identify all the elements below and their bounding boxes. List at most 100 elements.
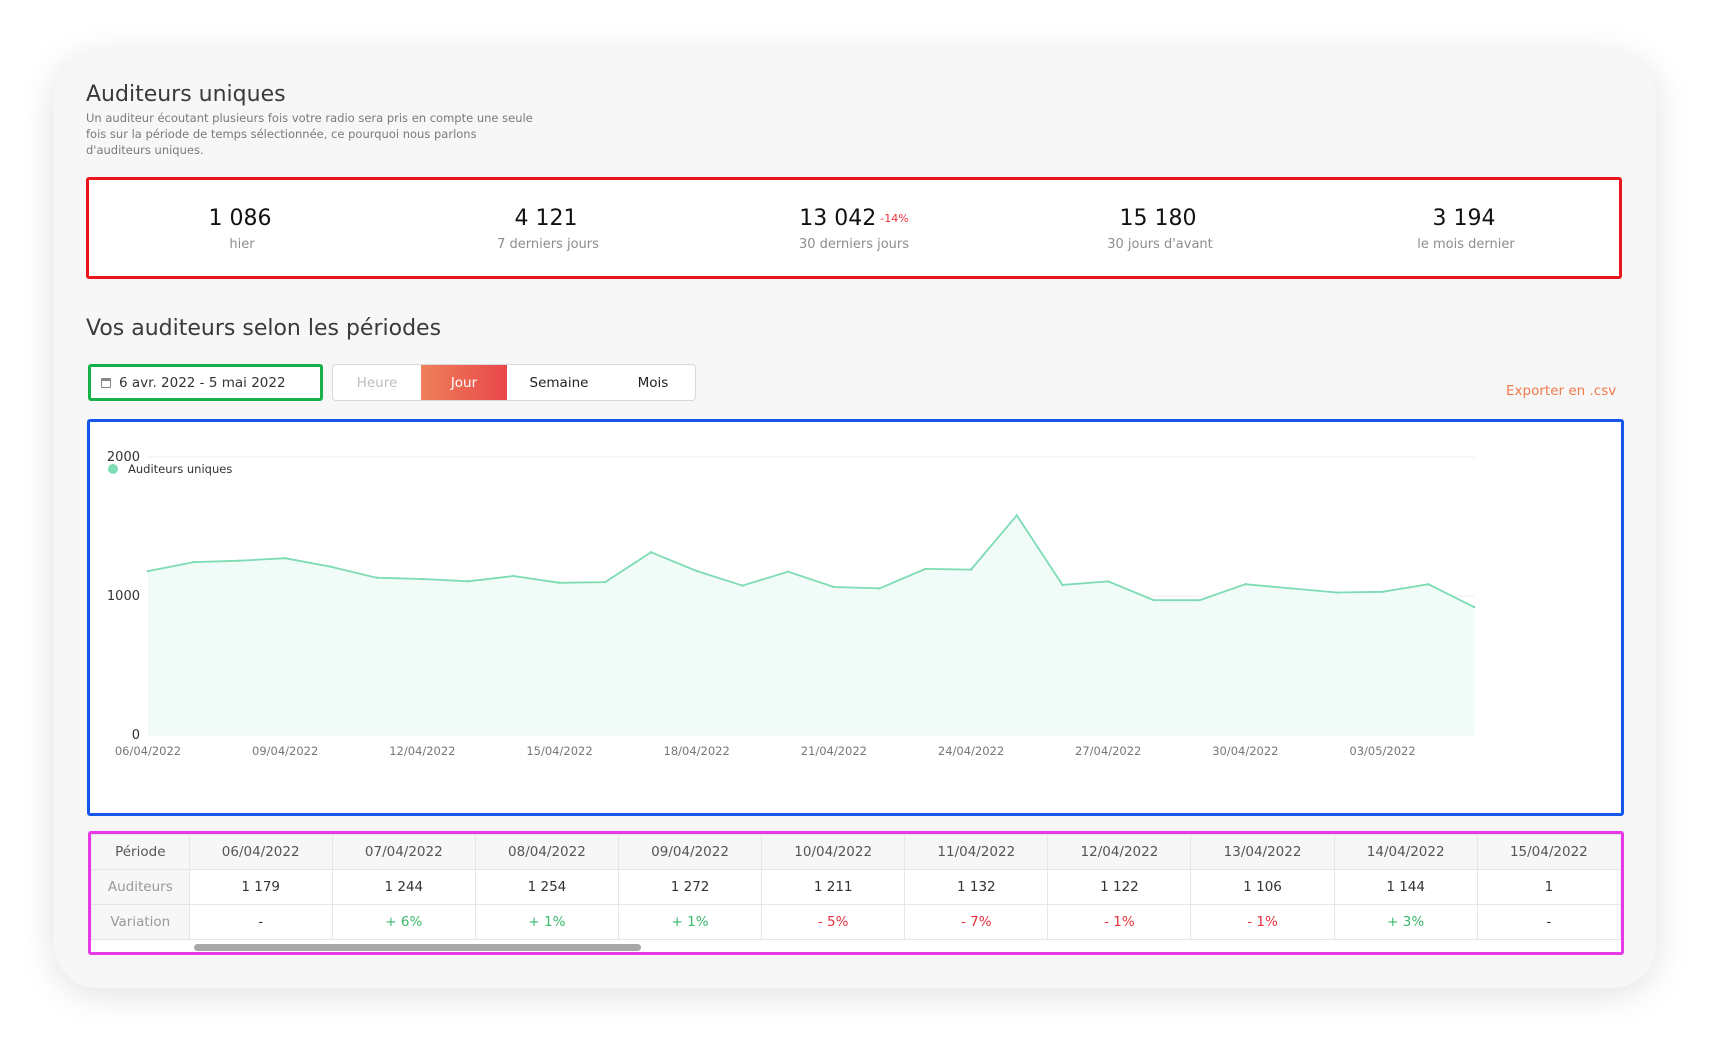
y-tick-label: 1000 bbox=[107, 589, 140, 604]
data-point bbox=[878, 587, 881, 590]
periods-title: Vos auditeurs selon les périodes bbox=[86, 316, 442, 341]
date-range-picker[interactable]: 6 avr. 2022 - 5 mai 2022 bbox=[88, 364, 323, 401]
data-point bbox=[1015, 514, 1018, 517]
table-cell: 1 132 bbox=[904, 869, 1049, 905]
table-cell: 1 244 bbox=[331, 869, 476, 905]
period-week-button[interactable]: Semaine bbox=[529, 374, 589, 391]
data-point bbox=[969, 568, 973, 571]
data-point bbox=[1472, 605, 1476, 609]
stat-label: 30 derniers jours bbox=[798, 236, 910, 252]
stat-value: 13 042 bbox=[799, 205, 877, 231]
table-cell: 10/04/2022 bbox=[761, 834, 906, 870]
table-cell: + 3% bbox=[1333, 904, 1478, 940]
table-cell: 11/04/2022 bbox=[904, 834, 1049, 870]
stat-value: 1 086 bbox=[208, 205, 272, 231]
table-cell: + 1% bbox=[617, 904, 763, 940]
data-point bbox=[192, 560, 195, 564]
table-cell: 1 144 bbox=[1333, 869, 1478, 905]
data-point bbox=[512, 574, 515, 578]
stat-value: 15 180 bbox=[1119, 205, 1197, 231]
data-point bbox=[329, 565, 333, 568]
legend-dot-icon bbox=[108, 464, 118, 474]
data-point bbox=[466, 580, 470, 583]
x-tick-label: 18/04/2022 bbox=[664, 744, 730, 758]
stat-label: hier bbox=[229, 236, 255, 252]
stat-last-month: 3 194 le mois dernier bbox=[1313, 180, 1619, 276]
period-month-button[interactable]: Mois bbox=[637, 374, 669, 391]
period-selector: Heure Jour Semaine Mois bbox=[332, 364, 696, 401]
row-header: Période bbox=[91, 834, 190, 870]
x-tick-label: 30/04/2022 bbox=[1212, 744, 1278, 758]
period-day-button[interactable]: Jour bbox=[421, 365, 507, 400]
table-cell: 1 106 bbox=[1190, 869, 1335, 905]
data-point bbox=[786, 570, 790, 573]
data-table-container: Période 06/04/2022 07/04/2022 08/04/2022 09/… bbox=[88, 831, 1624, 955]
table-cell: 1 179 bbox=[188, 869, 333, 905]
period-row: Période 06/04/2022 07/04/2022 08/04/2022 09/… bbox=[91, 834, 1621, 870]
stat-value: 3 194 bbox=[1432, 205, 1496, 231]
table-cell: 1 bbox=[1476, 869, 1621, 905]
x-tick-label: 12/04/2022 bbox=[389, 744, 455, 758]
data-point bbox=[741, 584, 744, 587]
unique-listeners-title: Auditeurs uniques bbox=[86, 82, 286, 107]
table-cell: 09/04/2022 bbox=[617, 834, 763, 870]
table-cell: + 1% bbox=[474, 904, 619, 940]
variation-row: Variation - + 6% + 1% + 1% - 5% - 7% - 1% - 1% + … bbox=[91, 904, 1621, 940]
table-cell: 1 122 bbox=[1047, 869, 1192, 905]
table-cell: 12/04/2022 bbox=[1047, 834, 1192, 870]
data-point bbox=[421, 577, 424, 581]
data-point bbox=[1244, 582, 1247, 586]
export-csv-link[interactable]: Exporter en .csv bbox=[1506, 383, 1617, 399]
data-point bbox=[1381, 590, 1384, 594]
listeners-chart: Auditeurs uniques 0 1000 2000 06/04/2022 09/… bbox=[87, 419, 1624, 816]
series-line bbox=[147, 513, 1475, 608]
table-cell: 1 272 bbox=[617, 869, 763, 905]
table-cell: + 6% bbox=[331, 904, 476, 940]
unique-listeners-description: Un auditeur écoutant plusieurs fois votr… bbox=[86, 111, 533, 157]
stat-yesterday: 1 086 hier bbox=[89, 180, 395, 276]
chart-canvas: 0 1000 2000 06/04/2022 09/04/2022 12/04/2022 1… bbox=[107, 450, 1476, 758]
horizontal-scrollbar[interactable] bbox=[194, 944, 641, 951]
data-point bbox=[558, 581, 561, 584]
table-cell: 14/04/2022 bbox=[1333, 834, 1478, 870]
table-cell: - bbox=[188, 904, 333, 940]
x-tick-label: 06/04/2022 bbox=[115, 744, 181, 758]
y-tick-label: 2000 bbox=[107, 450, 140, 465]
table-cell: 15/04/2022 bbox=[1476, 834, 1621, 870]
table-cell: 08/04/2022 bbox=[474, 834, 619, 870]
data-point bbox=[832, 585, 836, 589]
table-cell: 07/04/2022 bbox=[331, 834, 476, 870]
calendar-icon bbox=[101, 377, 111, 388]
chart-legend[interactable]: Auditeurs uniques bbox=[108, 462, 232, 476]
data-point bbox=[1152, 598, 1156, 602]
listeners-row: Auditeurs 1 179 1 244 1 254 1 272 1 211 1 132 1… bbox=[91, 869, 1621, 905]
period-hour-button[interactable]: Heure bbox=[356, 374, 398, 391]
table-cell: - 5% bbox=[761, 904, 906, 940]
data-point bbox=[283, 556, 287, 560]
date-range-value: 6 avr. 2022 - 5 mai 2022 bbox=[119, 374, 286, 391]
series-area bbox=[148, 515, 1474, 735]
data-point bbox=[1107, 580, 1110, 583]
data-point bbox=[1335, 591, 1339, 594]
table-cell: 13/04/2022 bbox=[1190, 834, 1335, 870]
data-point bbox=[238, 559, 241, 562]
data-point bbox=[1198, 598, 1201, 602]
x-tick-label: 15/04/2022 bbox=[526, 744, 592, 758]
table-cell: 1 211 bbox=[761, 869, 906, 905]
data-point bbox=[1289, 587, 1293, 590]
row-header: Auditeurs bbox=[91, 869, 190, 905]
row-header: Variation bbox=[91, 904, 190, 940]
stat-7-days: 4 121 7 derniers jours bbox=[395, 180, 701, 276]
x-tick-label: 03/05/2022 bbox=[1349, 744, 1415, 758]
data-table: Période 06/04/2022 07/04/2022 08/04/2022 09/… bbox=[91, 834, 1621, 940]
table-cell: - 1% bbox=[1047, 904, 1192, 940]
table-cell: - 7% bbox=[904, 904, 1049, 940]
data-point bbox=[924, 567, 927, 571]
y-tick-label: 0 bbox=[132, 728, 140, 743]
table-cell: 1 254 bbox=[474, 869, 619, 905]
data-point bbox=[375, 576, 378, 579]
data-point bbox=[649, 551, 653, 554]
stat-label: le mois dernier bbox=[1417, 236, 1515, 252]
stat-label: 7 derniers jours bbox=[497, 236, 599, 252]
stat-previous-30-days: 15 180 30 jours d'avant bbox=[1007, 180, 1313, 276]
